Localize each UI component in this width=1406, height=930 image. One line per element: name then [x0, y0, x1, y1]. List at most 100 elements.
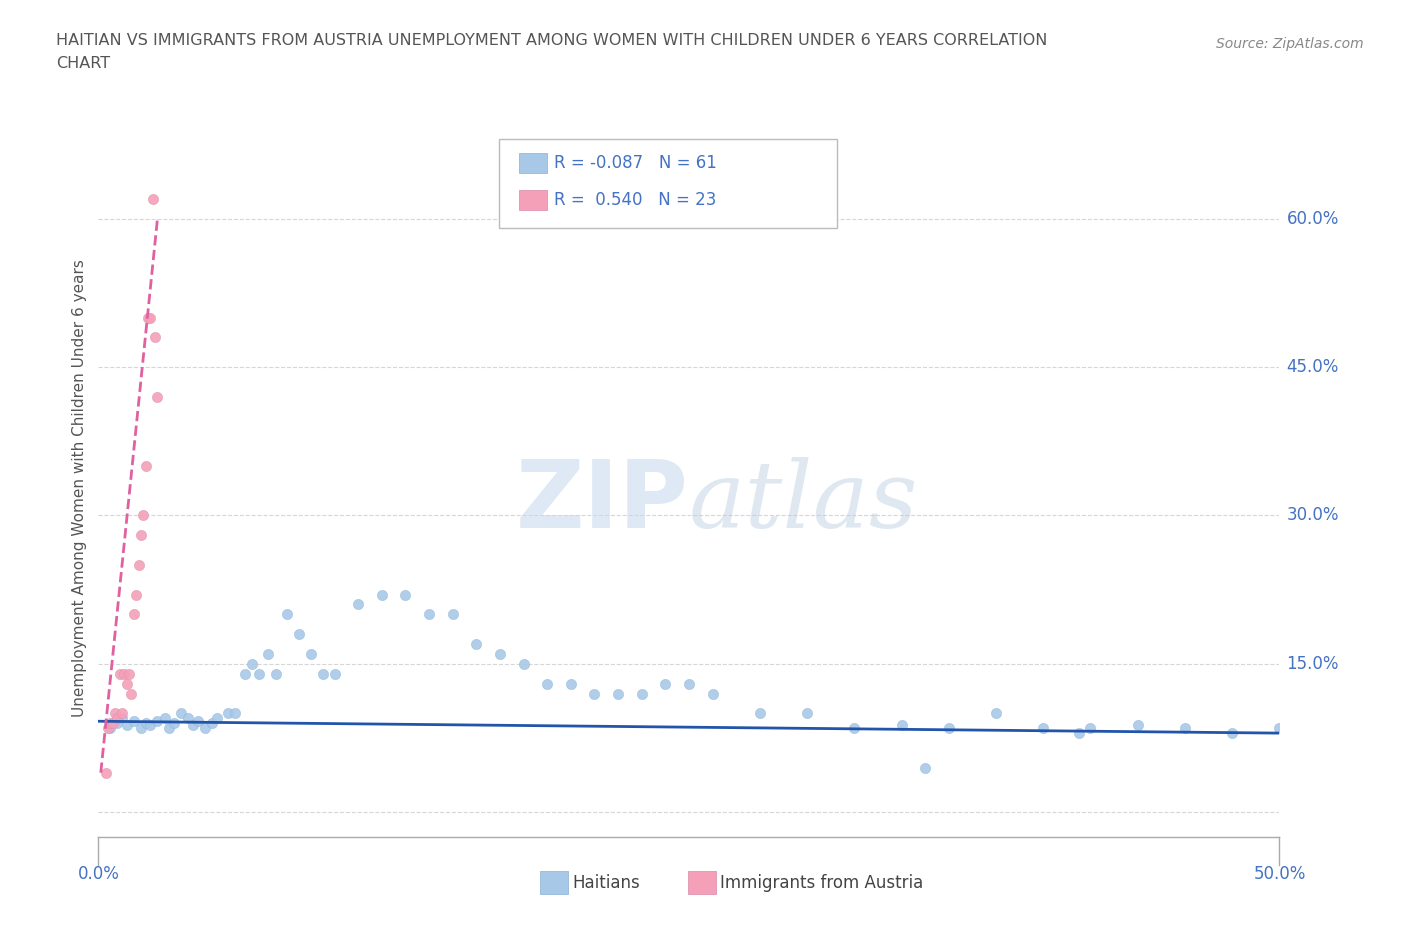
Point — [122, 607, 145, 622]
Point — [118, 666, 141, 681]
Point — [748, 706, 770, 721]
Text: HAITIAN VS IMMIGRANTS FROM AUSTRIA UNEMPLOYMENT AMONG WOMEN WITH CHILDREN UNDER : HAITIAN VS IMMIGRANTS FROM AUSTRIA UNEMP… — [56, 33, 1047, 47]
Point — [1126, 718, 1149, 733]
Text: ZIP: ZIP — [516, 457, 689, 548]
Point — [512, 657, 534, 671]
Point — [441, 607, 464, 622]
Point — [418, 607, 440, 622]
Point — [654, 676, 676, 691]
Point — [1032, 721, 1054, 736]
Point — [371, 587, 394, 602]
Point — [112, 666, 135, 681]
Point — [153, 711, 176, 725]
Point — [98, 716, 121, 731]
Point — [288, 627, 311, 642]
Point — [560, 676, 582, 691]
Point — [890, 718, 912, 733]
Point — [678, 676, 700, 691]
Point — [181, 718, 204, 733]
Point — [136, 310, 159, 325]
Text: Source: ZipAtlas.com: Source: ZipAtlas.com — [1216, 37, 1364, 51]
Point — [702, 686, 724, 701]
Point — [247, 666, 270, 681]
Point — [264, 666, 287, 681]
Point — [135, 458, 157, 473]
Point — [142, 192, 165, 206]
Point — [394, 587, 416, 602]
Text: 50.0%: 50.0% — [1253, 865, 1306, 883]
Point — [465, 637, 488, 652]
Point — [583, 686, 606, 701]
Point — [796, 706, 818, 721]
Point — [115, 676, 138, 691]
Point — [914, 761, 936, 776]
Point — [224, 706, 246, 721]
Point — [146, 714, 169, 729]
Point — [104, 706, 127, 721]
Point — [205, 711, 228, 725]
Text: 60.0%: 60.0% — [1286, 209, 1339, 228]
Point — [170, 706, 193, 721]
Point — [139, 310, 162, 325]
Point — [108, 666, 131, 681]
Point — [630, 686, 652, 701]
Text: R = -0.087   N = 61: R = -0.087 N = 61 — [554, 153, 717, 172]
Point — [299, 646, 322, 661]
Point — [129, 528, 152, 543]
Point — [98, 721, 121, 736]
Point — [1080, 721, 1102, 736]
Point — [177, 711, 200, 725]
Point — [1174, 721, 1197, 736]
Point — [536, 676, 558, 691]
Point — [201, 716, 224, 731]
Point — [1268, 721, 1291, 736]
Y-axis label: Unemployment Among Women with Children Under 6 years: Unemployment Among Women with Children U… — [72, 259, 87, 717]
Text: R =  0.540   N = 23: R = 0.540 N = 23 — [554, 191, 716, 209]
Point — [115, 718, 138, 733]
Point — [125, 587, 148, 602]
Point — [111, 706, 134, 721]
Point — [122, 714, 145, 729]
Text: 15.0%: 15.0% — [1286, 655, 1339, 673]
Point — [194, 721, 217, 736]
Text: Immigrants from Austria: Immigrants from Austria — [720, 873, 924, 892]
Point — [938, 721, 960, 736]
Point — [187, 714, 209, 729]
Text: CHART: CHART — [56, 56, 110, 71]
Point — [233, 666, 256, 681]
Point — [132, 508, 155, 523]
Point — [984, 706, 1007, 721]
Point — [146, 390, 169, 405]
Point — [111, 711, 134, 725]
Point — [143, 330, 166, 345]
Point — [135, 716, 157, 731]
Point — [607, 686, 630, 701]
Point — [217, 706, 239, 721]
Point — [323, 666, 346, 681]
Point — [101, 716, 124, 731]
Point — [94, 765, 117, 780]
Point — [489, 646, 512, 661]
Point — [105, 716, 128, 731]
Point — [276, 607, 298, 622]
Text: Haitians: Haitians — [572, 873, 640, 892]
Point — [128, 557, 150, 572]
Point — [347, 597, 370, 612]
Point — [1067, 725, 1090, 740]
Point — [240, 657, 263, 671]
Point — [163, 716, 186, 731]
Point — [121, 686, 143, 701]
Point — [129, 721, 152, 736]
Point — [139, 718, 162, 733]
Point — [97, 721, 120, 736]
Point — [844, 721, 866, 736]
Point — [157, 721, 180, 736]
Text: 0.0%: 0.0% — [77, 865, 120, 883]
Point — [257, 646, 280, 661]
Text: 45.0%: 45.0% — [1286, 358, 1339, 376]
Point — [1220, 725, 1243, 740]
Point — [312, 666, 335, 681]
Text: atlas: atlas — [689, 458, 918, 547]
Text: 30.0%: 30.0% — [1286, 507, 1339, 525]
Point — [105, 711, 128, 725]
